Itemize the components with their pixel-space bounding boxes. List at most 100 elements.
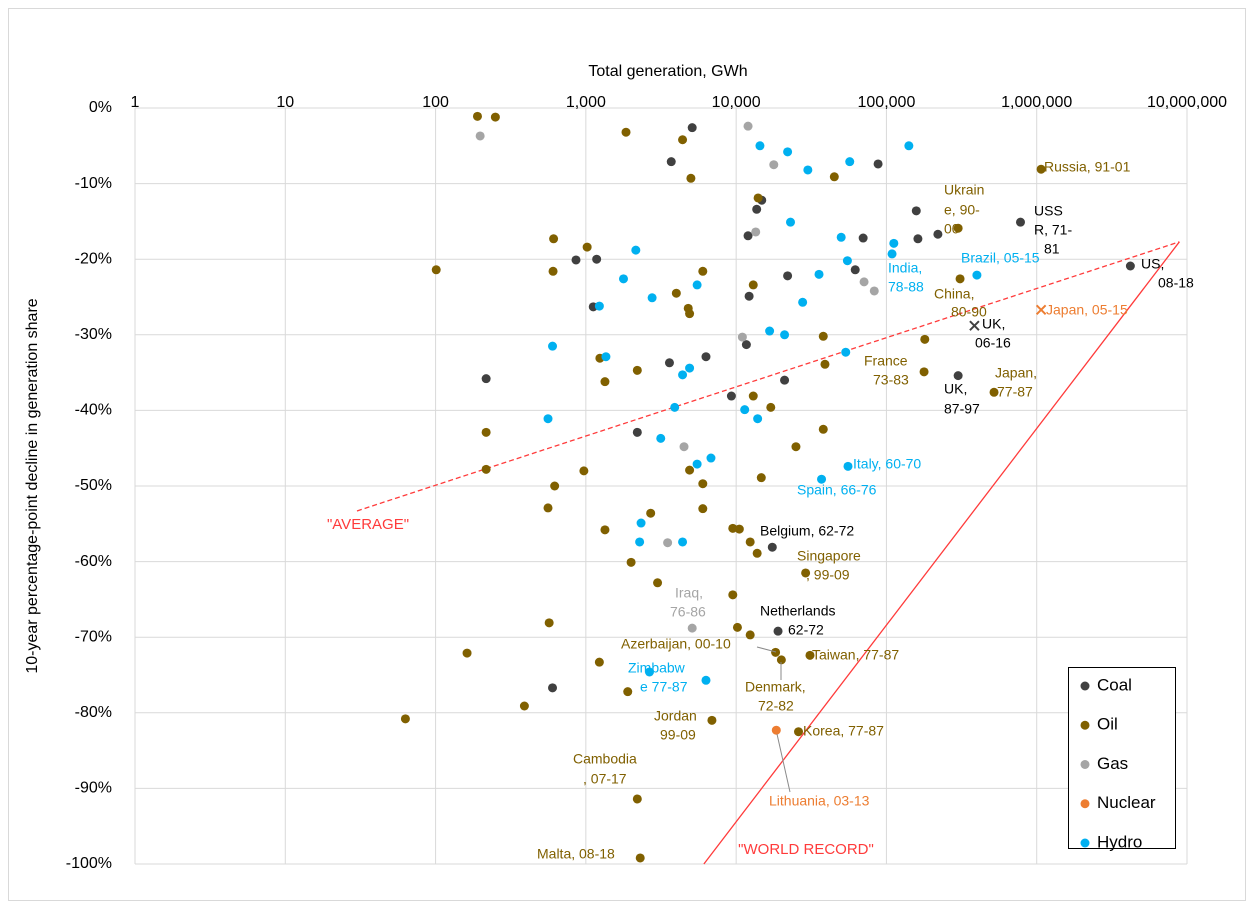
point xyxy=(623,687,633,697)
point xyxy=(481,427,491,437)
point xyxy=(706,453,716,463)
point xyxy=(666,157,676,167)
point xyxy=(783,147,793,157)
x-tick-label: 10,000 xyxy=(712,94,761,111)
y-tick-label: -10% xyxy=(75,175,112,192)
point-cross xyxy=(969,320,980,331)
point xyxy=(732,622,742,632)
point xyxy=(692,280,702,290)
point xyxy=(756,473,766,483)
point xyxy=(582,242,592,252)
annotation: Iraq, xyxy=(675,585,703,601)
point xyxy=(400,714,410,724)
point xyxy=(431,265,441,275)
point xyxy=(701,675,711,685)
point xyxy=(600,377,610,387)
point xyxy=(670,402,680,412)
point-cross xyxy=(1035,304,1047,316)
annotation: , 07-17 xyxy=(583,771,627,787)
y-axis-title: 10-year percentage-point decline in gene… xyxy=(24,298,41,673)
point xyxy=(913,234,923,244)
y-tick-label: -50% xyxy=(75,477,112,494)
point xyxy=(829,172,839,182)
point xyxy=(646,508,656,518)
point xyxy=(636,518,646,528)
point xyxy=(737,332,747,342)
annotation: 99-09 xyxy=(660,727,696,743)
point xyxy=(841,347,851,357)
point xyxy=(548,683,558,693)
point xyxy=(740,405,750,415)
point xyxy=(550,481,560,491)
point xyxy=(783,271,793,281)
legend-marker xyxy=(1080,799,1090,809)
annotation: India, xyxy=(888,260,922,276)
point xyxy=(820,359,830,369)
annotation: R, 71- xyxy=(1034,222,1072,238)
annotation: 72-82 xyxy=(758,698,794,714)
annotation: Ukrain xyxy=(944,182,984,198)
point xyxy=(481,464,491,474)
reference-label: "WORLD RECORD" xyxy=(738,841,874,858)
point xyxy=(803,165,813,175)
point xyxy=(989,387,999,397)
point xyxy=(858,233,868,243)
point xyxy=(678,370,688,380)
point xyxy=(765,326,775,336)
point xyxy=(635,853,645,863)
annotation: Japan, xyxy=(995,365,1037,381)
point xyxy=(869,286,879,296)
point xyxy=(1015,217,1025,227)
point xyxy=(656,433,666,443)
point xyxy=(780,330,790,340)
point xyxy=(748,280,758,290)
point xyxy=(686,173,696,183)
point xyxy=(743,231,753,241)
annotation: Korea, 77-87 xyxy=(803,723,884,739)
point xyxy=(475,131,485,141)
point xyxy=(707,715,717,725)
point xyxy=(753,193,763,203)
point xyxy=(842,256,852,266)
leader-line xyxy=(776,733,791,793)
annotation: 08-18 xyxy=(1158,275,1194,291)
point xyxy=(685,363,695,373)
point xyxy=(571,255,581,265)
point xyxy=(679,442,689,452)
point xyxy=(692,459,702,469)
annotation: 00 xyxy=(944,221,960,237)
annotation: Italy, 60-70 xyxy=(853,456,921,472)
point xyxy=(845,157,855,167)
point xyxy=(734,524,744,534)
point xyxy=(745,630,755,640)
point xyxy=(794,727,804,737)
point xyxy=(748,391,758,401)
annotation: Taiwan, 77-87 xyxy=(812,647,899,663)
point xyxy=(543,414,553,424)
annotation: Belgium, 62-72 xyxy=(760,523,854,539)
annotation: US, xyxy=(1141,256,1164,272)
annotation: 73-83 xyxy=(873,372,909,388)
annotation: 80-90 xyxy=(951,304,987,320)
x-tick-label: 100 xyxy=(422,94,449,111)
y-tick-label: -90% xyxy=(75,780,112,797)
annotation: Cambodia xyxy=(573,751,637,767)
point xyxy=(549,234,559,244)
annotation: Azerbaijan, 00-10 xyxy=(621,636,731,652)
legend-marker xyxy=(1080,760,1090,769)
annotation: China, xyxy=(934,286,974,302)
y-tick-label: -60% xyxy=(75,553,112,570)
point xyxy=(632,794,642,804)
point xyxy=(687,123,697,133)
point xyxy=(663,538,673,548)
point xyxy=(671,288,681,298)
point xyxy=(955,274,965,284)
point xyxy=(972,270,982,280)
point xyxy=(953,223,963,233)
point xyxy=(1036,164,1046,174)
point xyxy=(780,375,790,385)
point xyxy=(726,391,736,401)
point xyxy=(805,650,815,660)
point xyxy=(818,331,828,341)
